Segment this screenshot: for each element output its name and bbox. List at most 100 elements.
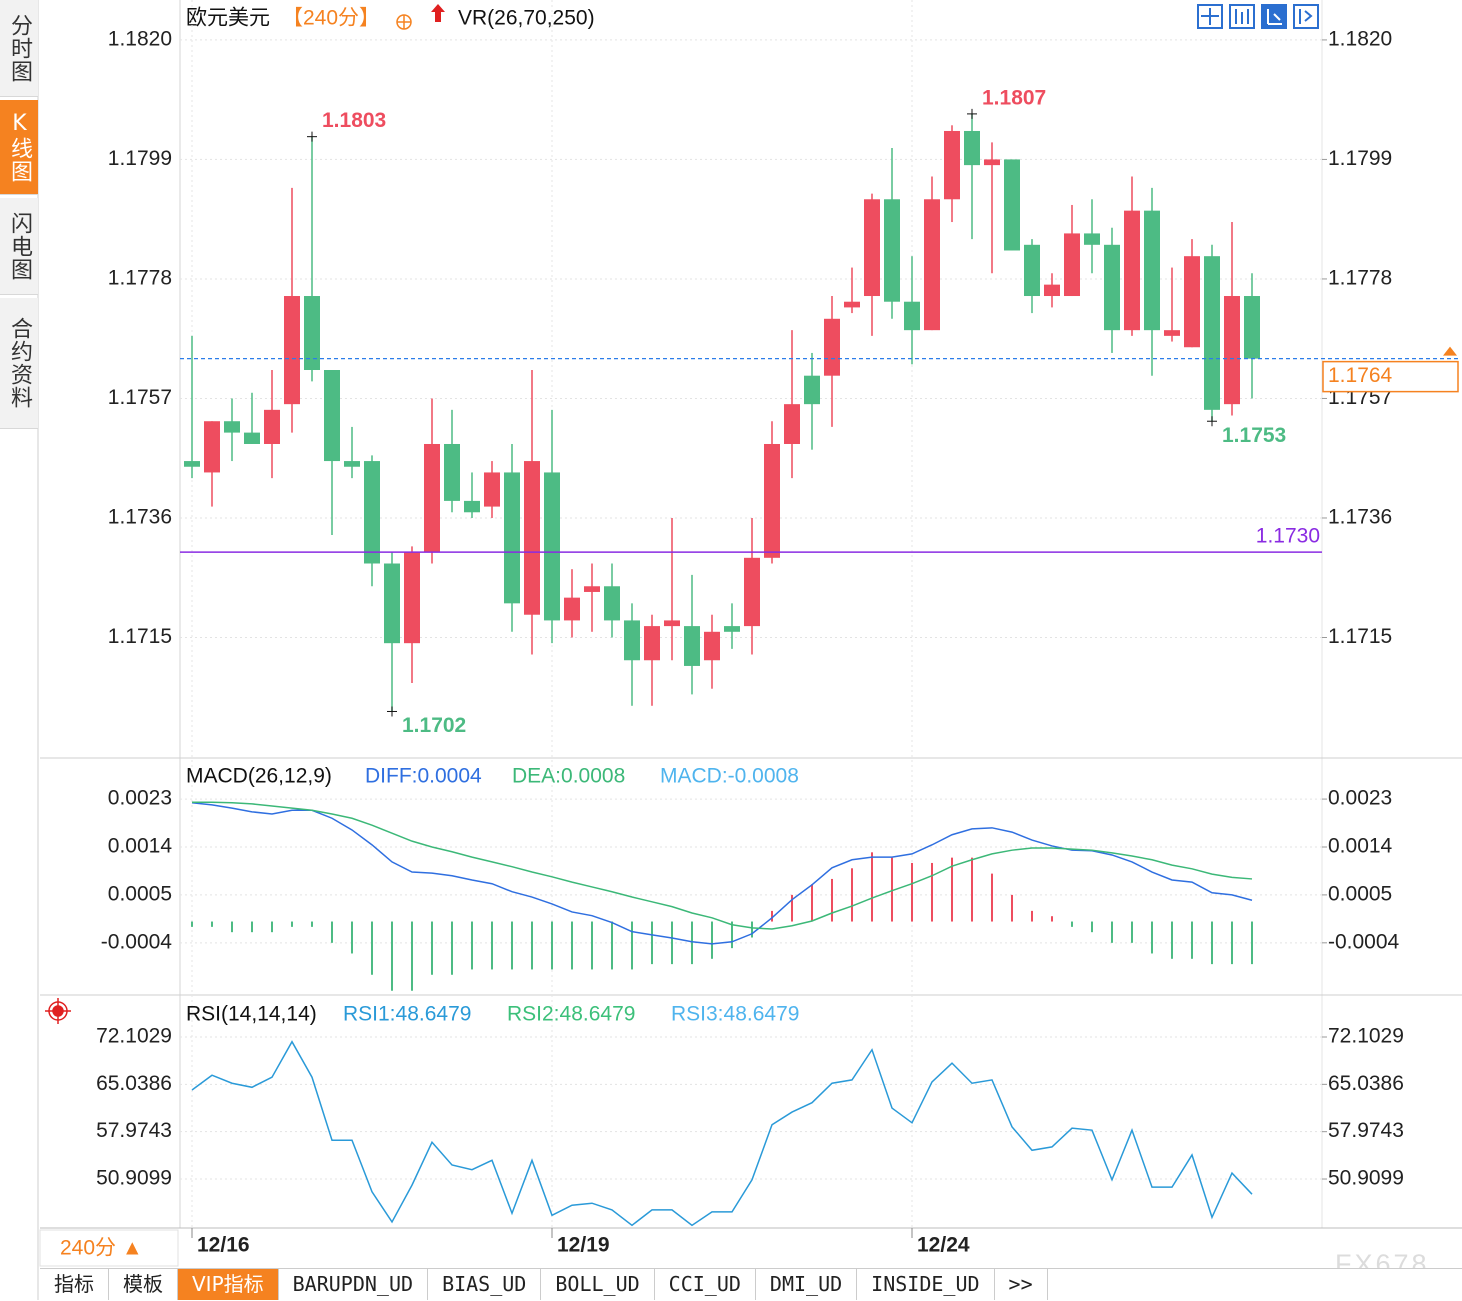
candle-body	[784, 404, 800, 444]
extreme-label: 1.1807	[982, 86, 1046, 109]
candle-body	[424, 443, 440, 553]
candle-body	[584, 586, 600, 592]
y-tick-label-right: 65.0386	[1328, 1072, 1404, 1095]
candle-body	[344, 461, 360, 467]
candle-body	[724, 626, 740, 632]
legend-entry: RSI2:48.6479	[507, 1003, 635, 1026]
period-button-label[interactable]: 240分 ▲	[60, 1237, 143, 1260]
sidebar-tab[interactable]: 分时图	[0, 0, 38, 97]
y-tick-label: 0.0014	[108, 835, 173, 858]
y-tick-label: 1.1820	[108, 27, 172, 50]
extreme-label: 1.1702	[402, 714, 466, 737]
x-tick-label: 12/19	[557, 1234, 610, 1257]
y-tick-label-right: 1.1715	[1328, 625, 1392, 648]
y-tick-label: 0.0023	[108, 787, 172, 810]
tab[interactable]: BARUPDN_UD	[279, 1269, 429, 1300]
y-tick-label: 1.1778	[108, 266, 172, 289]
legend-entry: DEA:0.0008	[512, 765, 625, 788]
add-icon[interactable]	[396, 14, 412, 30]
indicator-arrow-icon[interactable]	[431, 4, 445, 22]
legend-entry: DIFF:0.0004	[365, 765, 482, 788]
sidebar-tab[interactable]: 合约资料	[0, 298, 38, 429]
panel-title: MACD(26,12,9)	[186, 765, 332, 788]
candle-body	[1064, 233, 1080, 297]
candle-body	[364, 461, 380, 564]
period-button[interactable]	[39, 1229, 179, 1267]
candle-body	[404, 552, 420, 644]
y-tick-label-right: 0.0005	[1328, 882, 1392, 905]
y-tick-label: -0.0004	[101, 930, 173, 953]
candle-body	[1144, 210, 1160, 331]
y-tick-label-right: 1.1799	[1328, 147, 1392, 170]
y-tick-label-right: -0.0004	[1328, 930, 1400, 953]
y-tick-label: 65.0386	[96, 1072, 172, 1095]
candle-body	[904, 301, 920, 331]
candle-body	[1184, 256, 1200, 348]
tab[interactable]: 模板	[109, 1269, 178, 1300]
y-tick-label-right: 72.1029	[1328, 1025, 1404, 1048]
candle-body	[624, 620, 640, 661]
symbol-title: 欧元美元	[186, 7, 270, 30]
candle-body	[984, 159, 1000, 166]
y-tick-label-right: 1.1736	[1328, 506, 1392, 529]
y-tick-label: 1.1757	[108, 386, 172, 409]
candle-body	[1124, 210, 1140, 331]
tab[interactable]: >>	[995, 1269, 1048, 1300]
x-tick-label: 12/24	[917, 1234, 970, 1257]
candle-body	[1164, 330, 1180, 336]
tab[interactable]: 指标	[40, 1269, 109, 1300]
candle-body	[684, 626, 700, 666]
candle-body	[284, 296, 300, 405]
candle-body	[1104, 244, 1120, 331]
toolbar-icons[interactable]	[1197, 4, 1319, 29]
y-tick-label: 50.9099	[96, 1167, 172, 1190]
candle-body	[384, 563, 400, 644]
candle-body	[844, 301, 860, 308]
candle-body	[944, 130, 960, 200]
candle-body	[204, 421, 220, 473]
y-tick-label-right: 0.0023	[1328, 787, 1392, 810]
legend-entry: RSI1:48.6479	[343, 1003, 471, 1026]
period-label[interactable]: 【240分】	[282, 7, 380, 30]
tab[interactable]: BOLL_UD	[541, 1269, 655, 1300]
candle-body	[224, 421, 240, 433]
extreme-label: 1.1803	[322, 109, 386, 132]
tab[interactable]: DMI_UD	[756, 1269, 858, 1300]
current-price-box	[1322, 360, 1459, 393]
candle-body	[764, 443, 780, 558]
y-tick-label-right: 0.0014	[1328, 835, 1393, 858]
candle-body	[444, 443, 460, 501]
candle-body	[544, 472, 560, 621]
panel-title: RSI(14,14,14)	[186, 1003, 317, 1026]
y-tick-label-right: 1.1778	[1328, 266, 1392, 289]
sidebar-tab[interactable]: 闪电图	[0, 198, 38, 295]
candle-body	[184, 461, 200, 467]
sidebar-tab[interactable]: K线图	[0, 100, 38, 195]
legend-entry: MACD:-0.0008	[660, 765, 799, 788]
support-line-label: 1.1730	[1256, 525, 1320, 548]
tab[interactable]: CCI_UD	[655, 1269, 756, 1300]
candle-body	[924, 199, 940, 331]
candle-body	[824, 318, 840, 376]
candle-body	[324, 370, 340, 462]
y-tick-label: 1.1799	[108, 147, 172, 170]
current-price-label: 1.1764	[1328, 364, 1393, 387]
y-tick-label-right: 1.1820	[1328, 27, 1392, 50]
legend-entry: RSI3:48.6479	[671, 1003, 799, 1026]
indicator-label: VR(26,70,250)	[458, 7, 595, 30]
candle-body	[524, 461, 540, 615]
y-tick-label: 57.9743	[96, 1119, 172, 1142]
candle-body	[884, 199, 900, 302]
tab[interactable]: INSIDE_UD	[857, 1269, 995, 1300]
candle-body	[304, 296, 320, 371]
candle-body	[1224, 296, 1240, 405]
candle-body	[804, 375, 820, 405]
candle-body	[664, 620, 680, 627]
settings-icon[interactable]	[45, 998, 71, 1024]
tab[interactable]: VIP指标	[178, 1269, 279, 1300]
macd-line	[192, 801, 1253, 930]
rsi-line	[191, 1040, 1253, 1227]
candle-body	[864, 199, 880, 297]
candle-body	[504, 472, 520, 604]
tab[interactable]: BIAS_UD	[428, 1269, 542, 1300]
